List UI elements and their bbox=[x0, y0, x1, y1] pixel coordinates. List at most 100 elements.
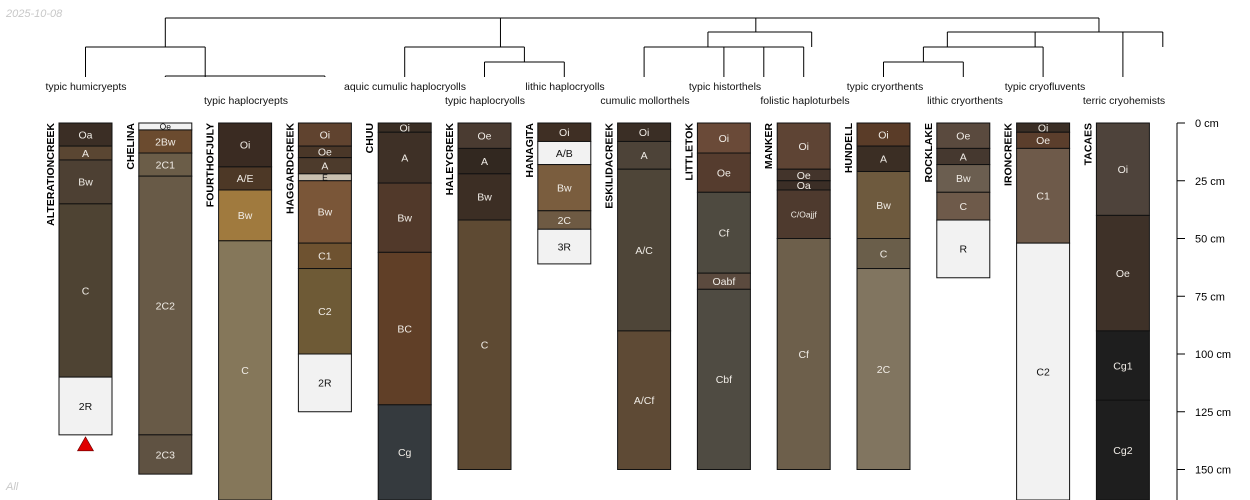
horizon-label: A bbox=[880, 154, 887, 166]
horizon-label: Oe bbox=[160, 122, 172, 132]
horizon-label: Bw bbox=[318, 207, 333, 219]
horizon: A/B bbox=[537, 140, 592, 166]
horizon-block bbox=[936, 164, 991, 193]
horizon: Cf bbox=[776, 238, 831, 470]
footer-label: All bbox=[6, 481, 19, 493]
horizon-label: E bbox=[322, 172, 328, 182]
horizon-block bbox=[776, 189, 831, 240]
horizon-label: Bw bbox=[876, 200, 891, 212]
horizon-block bbox=[138, 434, 193, 475]
axis-tick-label: 0 cm bbox=[1195, 118, 1219, 130]
subgroup-label: lithic haplocryolls bbox=[525, 81, 604, 93]
horizon-block bbox=[377, 131, 432, 184]
horizon-label: Oi bbox=[639, 127, 650, 139]
horizon-label: Oi bbox=[719, 133, 730, 145]
horizon-block bbox=[218, 122, 273, 168]
horizon-block bbox=[297, 242, 352, 270]
depth-axis: 0 cm 25 cm 50 cm 75 cm 100 cm 125 cm 150 cm bbox=[1176, 118, 1231, 500]
subgroup-label: typic historthels bbox=[689, 81, 761, 93]
horizon: Bw bbox=[377, 182, 432, 253]
horizon-block bbox=[457, 219, 512, 470]
horizon: 2R bbox=[58, 376, 113, 436]
horizon-label: 2R bbox=[79, 401, 93, 413]
horizon-label: 2C2 bbox=[156, 300, 175, 312]
horizon-label: 2Bw bbox=[155, 136, 176, 148]
horizon: Bw bbox=[537, 164, 592, 212]
horizon: A bbox=[856, 145, 911, 173]
horizon: 2R bbox=[297, 353, 352, 413]
horizon: Oe bbox=[1095, 214, 1150, 332]
horizon-label: A bbox=[960, 151, 967, 163]
horizon-block bbox=[377, 251, 432, 406]
horizon-label: 2C bbox=[558, 215, 572, 227]
horizon-label: Bw bbox=[557, 182, 572, 194]
truncation-marker bbox=[76, 436, 95, 452]
horizon-label: Bw bbox=[956, 173, 971, 185]
horizon-block bbox=[377, 404, 432, 500]
horizon-block bbox=[1095, 122, 1150, 216]
profile-haleycreek: HALEYCREEK Oe A Bw C bbox=[444, 122, 512, 470]
horizon-label: Oi bbox=[399, 122, 410, 134]
horizon: Oe bbox=[457, 122, 512, 149]
horizon-label: R bbox=[960, 244, 968, 256]
horizon-label: Oabf bbox=[713, 276, 736, 288]
horizon-block bbox=[776, 238, 831, 470]
profile-haggardcreek: HAGGARDCREEK Oi Oe AE Bw C1 C2 2R bbox=[284, 122, 352, 413]
axis-tick-label: 25 cm bbox=[1195, 176, 1225, 188]
horizon-block bbox=[1095, 214, 1150, 332]
horizon: R bbox=[936, 219, 991, 279]
horizon-label: C1 bbox=[1036, 191, 1050, 203]
horizon: BC bbox=[377, 251, 432, 406]
horizon-label: A/Cf bbox=[634, 395, 655, 407]
axis-tick-label: 100 cm bbox=[1195, 349, 1231, 361]
profile-chelina: CHELINA Oe 2Bw 2C1 2C2 2C3 bbox=[125, 122, 193, 475]
horizon: Oi bbox=[856, 122, 911, 147]
horizon-label: Bw bbox=[238, 210, 253, 222]
horizon-block bbox=[457, 173, 512, 221]
horizon: 2C bbox=[856, 268, 911, 470]
axis-tick-label: 150 cm bbox=[1195, 465, 1231, 477]
horizon: Bw bbox=[856, 171, 911, 239]
horizon: 2Bw bbox=[138, 129, 193, 154]
horizon-label: A bbox=[481, 156, 488, 168]
horizon: Bw bbox=[936, 164, 991, 193]
horizon: 2C3 bbox=[138, 434, 193, 475]
horizon: Oe bbox=[696, 152, 751, 193]
profile-littletok: LITTLETOK Oi Oe Cf Oabf Cbf bbox=[683, 122, 751, 470]
horizon-label: Oe bbox=[477, 130, 491, 142]
profile-chuu: CHUU Oi A Bw BC Cg bbox=[364, 122, 432, 500]
horizon-label: A bbox=[641, 150, 648, 162]
horizon-block bbox=[936, 122, 991, 149]
horizon-label: C bbox=[481, 340, 489, 352]
horizon-label: 3R bbox=[558, 241, 572, 253]
horizon-block bbox=[377, 182, 432, 253]
horizon: A bbox=[377, 131, 432, 184]
subgroup-label: aquic cumulic haplocryolls bbox=[344, 81, 466, 93]
horizon: Oe bbox=[776, 168, 831, 182]
subgroup-label: folistic haploturbels bbox=[760, 95, 849, 107]
profile-name: LITTLETOK bbox=[683, 123, 695, 181]
horizon-label: 2C1 bbox=[156, 159, 175, 171]
horizon-label: Oi bbox=[798, 141, 809, 153]
horizon-label: Cbf bbox=[716, 374, 732, 386]
horizon-block bbox=[457, 122, 512, 149]
horizon: Oe bbox=[936, 122, 991, 149]
profile-name: ESKILIDACREEK bbox=[604, 123, 616, 209]
profile-eskilidacreek: ESKILIDACREEK Oi A A/C A/Cf bbox=[604, 122, 672, 470]
horizon: Cg bbox=[377, 404, 432, 500]
horizon-block bbox=[696, 288, 751, 470]
horizon-block bbox=[537, 164, 592, 212]
profile-fourthofjuly: FOURTHOFJULY Oi A/E Bw C bbox=[205, 122, 273, 500]
horizon: A/Cf bbox=[617, 330, 672, 470]
horizon: Oi bbox=[537, 122, 592, 142]
profile-name: FOURTHOFJULY bbox=[205, 123, 217, 207]
horizon: A bbox=[936, 147, 991, 166]
horizon-label: C1 bbox=[318, 251, 332, 263]
horizon-label: Cf bbox=[719, 228, 730, 240]
horizon-label: Oe bbox=[318, 147, 332, 159]
horizon: Cbf bbox=[696, 288, 751, 470]
horizon-label: A bbox=[321, 161, 328, 173]
horizon-label: 2C bbox=[877, 364, 891, 376]
